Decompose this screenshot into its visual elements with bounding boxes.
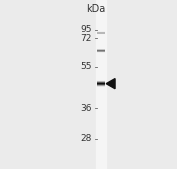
Bar xyxy=(97,81,105,82)
Bar xyxy=(97,80,105,81)
Bar xyxy=(97,82,105,83)
Bar xyxy=(97,86,105,87)
Text: 72: 72 xyxy=(81,33,92,43)
Polygon shape xyxy=(106,79,115,89)
Text: kDa: kDa xyxy=(86,4,105,14)
Text: 28: 28 xyxy=(81,134,92,143)
Bar xyxy=(96,0,106,169)
Bar xyxy=(97,83,105,84)
Bar xyxy=(97,84,105,85)
Text: 36: 36 xyxy=(81,104,92,113)
Bar xyxy=(97,85,105,86)
Text: 95: 95 xyxy=(81,25,92,34)
Text: 55: 55 xyxy=(81,62,92,71)
